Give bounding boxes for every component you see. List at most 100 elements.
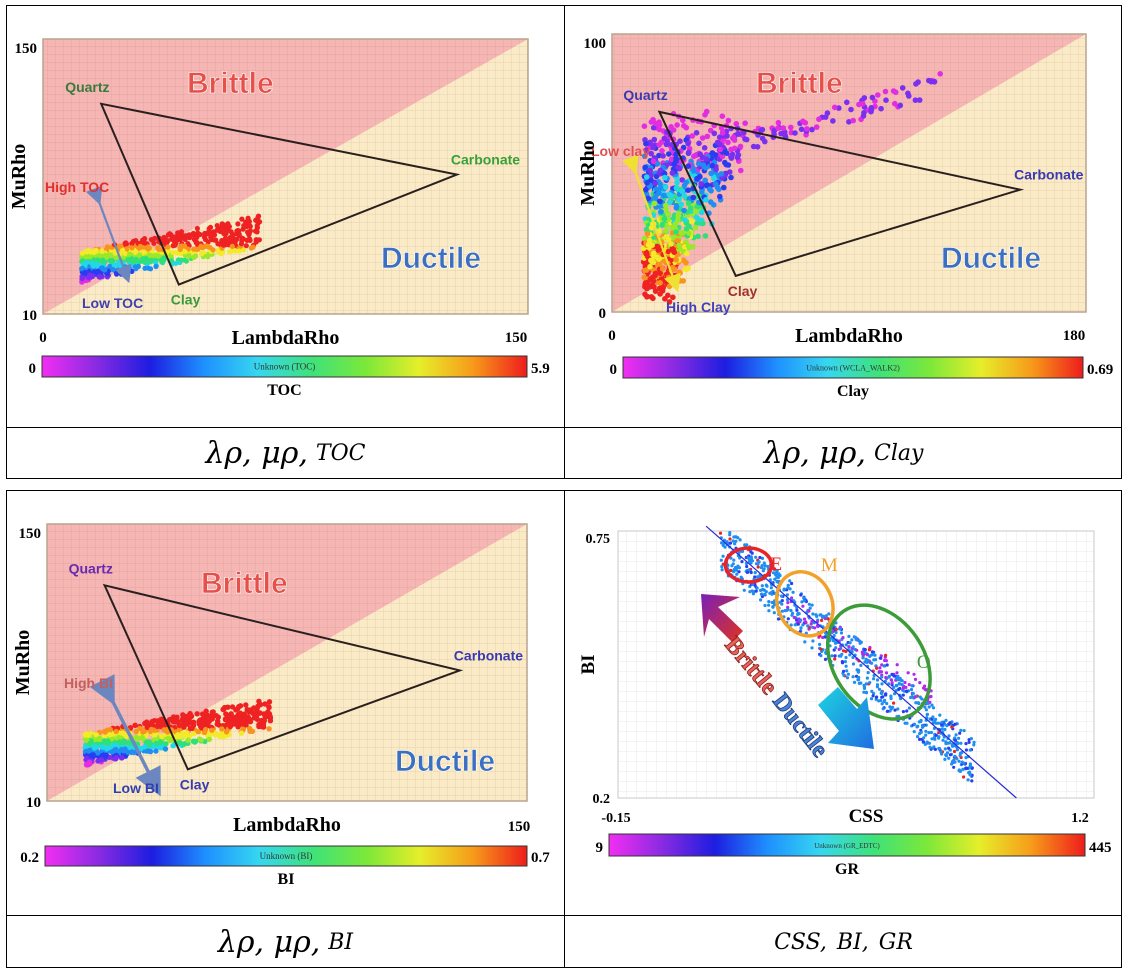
data-point [717, 193, 723, 200]
data-point [182, 249, 188, 255]
data-point [683, 226, 690, 232]
data-point [260, 722, 267, 728]
data-point [142, 744, 148, 750]
data-point [819, 613, 823, 617]
data-point [868, 647, 872, 651]
caption-clay: λρ, μρ, Clay [566, 429, 1121, 478]
data-point [832, 648, 836, 652]
data-point [122, 251, 128, 257]
data-point [830, 654, 834, 658]
data-point [937, 735, 941, 739]
data-point [795, 608, 799, 612]
brittle-label: Brittle [187, 67, 274, 100]
data-point [745, 543, 749, 547]
data-point [775, 119, 782, 126]
data-point [684, 250, 690, 257]
data-point [819, 654, 823, 658]
data-point [702, 177, 708, 184]
data-point [176, 722, 183, 729]
data-point [141, 239, 147, 246]
data-point [95, 268, 101, 274]
data-point [844, 664, 848, 668]
data-point [678, 230, 685, 236]
data-point [267, 718, 274, 724]
data-point [807, 602, 811, 606]
data-point [844, 655, 848, 660]
data-point [220, 222, 226, 228]
low-annotation-label: Low TOC [82, 295, 143, 311]
data-point [728, 537, 732, 541]
data-point [733, 542, 737, 546]
data-point [848, 106, 854, 113]
data-point [228, 711, 234, 717]
data-point [907, 706, 911, 710]
data-point [864, 682, 868, 686]
chart-panel-clay: Brittle Ductile Quartz Carbonate Clay Low cla… [566, 6, 1121, 427]
caption-variable: Clay [873, 441, 924, 466]
data-point [247, 223, 253, 229]
data-point [768, 591, 772, 595]
data-point [129, 245, 135, 251]
data-point [764, 590, 768, 594]
data-point [229, 243, 235, 249]
data-point [133, 728, 139, 735]
data-point [839, 631, 844, 635]
data-point [851, 655, 855, 660]
data-point [751, 582, 755, 586]
chart-panel-css: E M O Brittle Ductile CSS BI -0.15 1.2 0.2 0.75 Unk… [566, 491, 1121, 915]
data-point [133, 256, 139, 262]
data-point [673, 205, 680, 211]
data-point [776, 575, 780, 580]
y-axis-label: MuRho [577, 140, 599, 206]
data-point [788, 579, 792, 583]
data-point [145, 748, 151, 754]
data-point [923, 705, 927, 709]
data-point [735, 572, 739, 576]
data-point [203, 708, 209, 714]
data-point [192, 738, 199, 744]
data-point [944, 718, 948, 722]
data-point [96, 735, 103, 742]
data-point [880, 675, 884, 679]
data-point [861, 95, 868, 101]
data-point [240, 236, 246, 242]
data-point [840, 652, 844, 656]
data-point [87, 740, 93, 747]
data-point [728, 146, 734, 153]
data-point [851, 645, 855, 649]
data-point [761, 588, 765, 592]
data-point [219, 726, 225, 732]
data-point [84, 755, 90, 762]
data-point [703, 156, 710, 162]
data-point [685, 187, 691, 193]
data-point [673, 229, 679, 235]
data-point [121, 731, 127, 737]
data-point [199, 251, 205, 257]
caption-greek: λρ, μρ, [205, 436, 308, 471]
high-annotation-label: High BI [64, 675, 113, 691]
data-point [952, 765, 956, 769]
data-point [679, 188, 685, 194]
data-point [107, 732, 113, 738]
plot-frame [46, 523, 528, 802]
data-point [895, 671, 899, 675]
data-point [681, 207, 687, 214]
data-point [685, 140, 691, 147]
data-point [792, 615, 796, 620]
data-point [692, 208, 699, 215]
data-point [227, 723, 233, 730]
data-point [740, 549, 745, 553]
data-point [702, 233, 709, 239]
data-point [753, 575, 757, 579]
data-point [657, 280, 663, 286]
data-point [738, 167, 744, 174]
data-point [901, 710, 905, 714]
data-point [948, 741, 952, 745]
data-point [782, 588, 786, 592]
data-point [650, 250, 657, 257]
data-point [700, 220, 706, 227]
data-point [641, 123, 648, 129]
data-point [655, 247, 662, 253]
chart-panel-toc: Brittle Ductile Quartz Carbonate Clay High TO… [7, 6, 564, 427]
data-point [693, 130, 700, 136]
